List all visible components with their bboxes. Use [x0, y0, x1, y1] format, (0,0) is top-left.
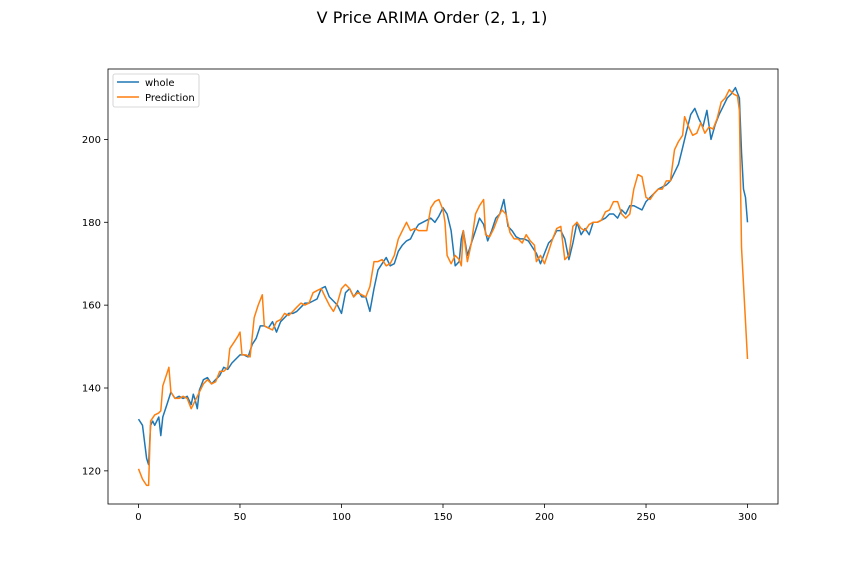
- x-tick-label: 50: [234, 512, 247, 523]
- plot-frame: [107, 68, 779, 505]
- y-tick-label: 140: [82, 384, 101, 395]
- x-tick-label: 250: [636, 512, 655, 523]
- x-tick-label: 0: [135, 512, 141, 523]
- y-tick-label: 120: [82, 466, 101, 477]
- series-line-prediction: [137, 88, 749, 487]
- legend: whole Prediction: [112, 73, 200, 108]
- x-tick-label: 200: [535, 512, 554, 523]
- y-tick-label: 180: [82, 218, 101, 229]
- y-axis: 120 140 160 180 200: [82, 135, 108, 477]
- plot-area: [108, 69, 778, 504]
- legend-label-whole: whole: [145, 78, 175, 89]
- series-layer: [137, 86, 749, 487]
- x-tick-label: 300: [738, 512, 757, 523]
- chart-title: V Price ARIMA Order (2, 1, 1): [316, 8, 548, 27]
- x-tick-label: 100: [332, 512, 351, 523]
- legend-label-prediction: Prediction: [145, 93, 195, 104]
- y-tick-label: 200: [82, 135, 101, 146]
- y-tick-label: 160: [82, 301, 101, 312]
- x-axis: 0 50 100 150 200 250 300: [135, 504, 757, 523]
- x-tick-label: 150: [433, 512, 452, 523]
